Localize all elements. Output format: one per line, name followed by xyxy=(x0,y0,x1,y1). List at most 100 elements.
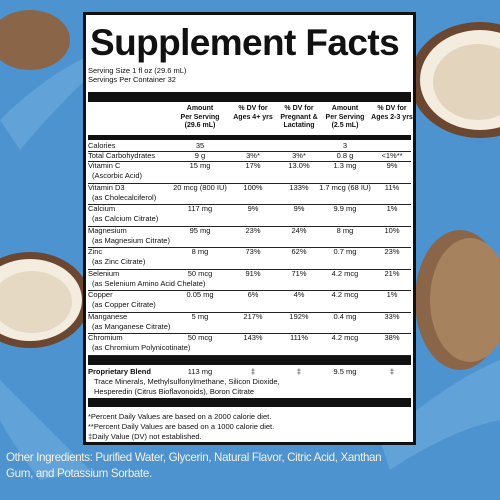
title: Supplement Facts xyxy=(90,22,400,63)
row-value: 71% xyxy=(291,268,307,278)
row-name: Copper xyxy=(88,290,113,299)
blend-value: 113 mg xyxy=(187,367,213,376)
blend-ingredients: Trace Minerals, Methylsulfonylmethane, S… xyxy=(94,377,280,386)
row-value: 11% xyxy=(384,182,400,192)
row-value: 24% xyxy=(291,225,307,235)
supplement-facts-panel: Supplement Facts Serving Size 1 fl oz (2… xyxy=(83,12,416,445)
row-value: 1% xyxy=(386,290,398,299)
row-value: 62% xyxy=(291,247,307,256)
row-name: Calcium xyxy=(88,204,116,213)
row-value: 9% xyxy=(247,204,259,213)
row-value: 117 mg xyxy=(187,204,213,213)
column-header: Ages 4+ yrs xyxy=(233,113,273,121)
row-value: 9% xyxy=(386,161,398,170)
row-value: 1% xyxy=(386,204,398,213)
footnote: **Percent Daily Values are based on a 10… xyxy=(88,422,275,431)
row-value: 4.2 mcg xyxy=(331,268,359,278)
row-name: Magnesium xyxy=(88,225,127,235)
row-rule xyxy=(88,151,411,152)
row-value: 4% xyxy=(293,290,305,299)
row-rule xyxy=(88,333,411,334)
row-value: 23% xyxy=(384,247,400,256)
divider xyxy=(88,135,411,140)
row-value: 9% xyxy=(293,204,305,213)
column-header: % DV for xyxy=(238,105,268,112)
row-detail: (as Cholecalciferol) xyxy=(92,192,157,202)
blend-value: ‡ xyxy=(296,367,302,376)
row-value: 20 mcg (800 IU) xyxy=(173,182,227,192)
column-header: Pregnant & xyxy=(280,113,318,121)
column-header: Ages 2-3 yrs xyxy=(371,113,413,121)
row-rule xyxy=(88,311,411,313)
row-value: 91% xyxy=(245,268,261,278)
blend-name: Proprietary Blend xyxy=(88,367,151,376)
row-name: Calories xyxy=(88,141,116,150)
serving-size: Serving Size 1 fl oz (29.6 mL) xyxy=(88,66,187,75)
row-value: 21% xyxy=(384,268,400,278)
row-name: Vitamin C xyxy=(88,161,121,170)
row-rule xyxy=(88,290,411,291)
row-detail: (as Selenium Amino Acid Chelate) xyxy=(92,278,206,288)
column-header: Per Serving xyxy=(180,113,220,121)
column-header: (29.6 mL) xyxy=(184,122,216,129)
other-ingredients: Gum, and Potassium Sorbate. xyxy=(6,467,152,480)
row-rule xyxy=(88,354,411,356)
row-value: 35 xyxy=(195,141,205,150)
row-value: 3 xyxy=(342,141,348,150)
row-name: Zinc xyxy=(88,247,103,256)
column-header: Lactating xyxy=(283,122,315,129)
row-value: 0.05 mg xyxy=(186,290,214,299)
other-ingredients: Other Ingredients: Purified Water, Glyce… xyxy=(6,451,382,464)
row-detail: (Ascorbic Acid) xyxy=(92,171,143,180)
row-name: Chromium xyxy=(88,333,123,342)
row-value: 95 mg xyxy=(189,225,211,235)
row-rule xyxy=(88,247,411,248)
column-header: % DV for xyxy=(377,105,407,112)
blend-value: ‡ xyxy=(389,367,395,376)
servings-per-container: Servings Per Container 32 xyxy=(88,75,176,84)
divider xyxy=(88,398,411,407)
blend-ingredients: Hesperedin (Citrus Bioflavonoids), Boron… xyxy=(94,387,255,396)
blend-value: ‡ xyxy=(250,367,256,376)
row-detail: (as Zinc Citrate) xyxy=(92,257,146,266)
row-value: 8 mg xyxy=(336,225,354,235)
row-value: 217% xyxy=(243,311,263,321)
column-header: Per Serving xyxy=(325,113,365,121)
row-value: <1%** xyxy=(381,151,403,160)
row-value: 100% xyxy=(243,182,263,192)
row-rule xyxy=(88,204,411,205)
footnote: ‡Daily Value (DV) not established. xyxy=(88,432,202,441)
column-header: % DV for xyxy=(284,105,314,112)
row-value: 6% xyxy=(247,290,259,299)
row-value: 50 mcg xyxy=(187,268,213,278)
row-value: 8 mg xyxy=(191,247,209,256)
row-value: 3%* xyxy=(246,151,260,160)
row-value: 9.9 mg xyxy=(333,204,357,213)
row-name: Total Carbohydrates xyxy=(88,151,156,160)
column-header: (2.5 mL) xyxy=(331,122,359,129)
row-value: 17% xyxy=(245,161,261,170)
footnote: *Percent Daily Values are based on a 200… xyxy=(88,412,272,421)
row-value: 0.4 mg xyxy=(333,311,357,321)
row-rule xyxy=(88,268,411,270)
row-detail: (as Copper Citrate) xyxy=(92,300,156,309)
row-value: 23% xyxy=(245,225,261,235)
divider xyxy=(88,355,411,365)
row-value: 0.7 mg xyxy=(333,247,357,256)
row-value: 15 mg xyxy=(189,161,211,170)
row-rule xyxy=(88,225,411,227)
row-name: Selenium xyxy=(88,268,120,278)
row-value: 50 mcg xyxy=(187,333,213,342)
row-value: 192% xyxy=(289,311,309,321)
blend-value: 9.5 mg xyxy=(333,367,357,376)
column-header: Amount xyxy=(331,105,359,112)
row-value: 143% xyxy=(243,333,263,342)
row-value: 4.2 mcg xyxy=(331,290,359,299)
row-value: 33% xyxy=(384,311,400,321)
row-value: 1.3 mg xyxy=(333,161,357,170)
row-detail: (as Manganese Citrate) xyxy=(92,321,171,331)
row-detail: (as Chromium Polynicotinate) xyxy=(92,343,191,352)
row-value: 3%* xyxy=(292,151,306,160)
row-name: Manganese xyxy=(88,311,128,321)
